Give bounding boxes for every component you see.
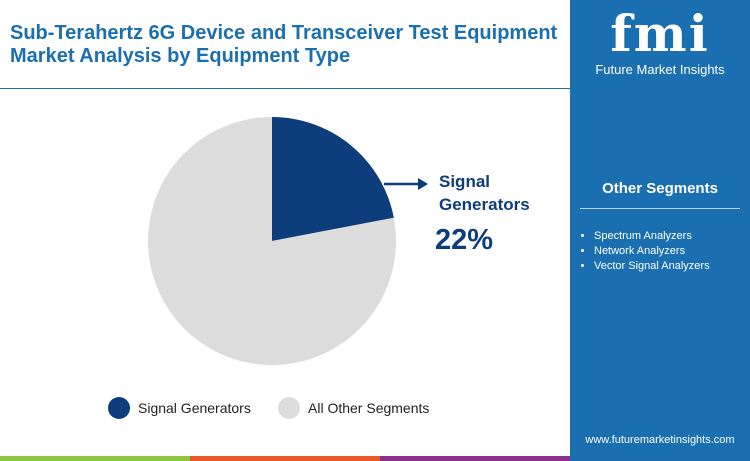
legend-item-signal-generators: Signal Generators (108, 397, 251, 419)
website-link[interactable]: www.futuremarketinsights.com (585, 434, 735, 446)
pie-slice-all-other-segments (148, 117, 396, 366)
sidebar: fmi Future Market Insights Other Segment… (570, 0, 750, 456)
list-item: Network Analyzers (594, 244, 710, 259)
list-item: Vector Signal Analyzers (594, 259, 710, 274)
footer-strip-blue (570, 456, 750, 461)
page-title: Sub-Terahertz 6G Device and Transceiver … (10, 22, 558, 67)
legend-label: Signal Generators (138, 400, 251, 416)
legend-label: All Other Segments (308, 400, 430, 416)
legend-swatch (278, 397, 300, 419)
list-item: Spectrum Analyzers (594, 229, 710, 244)
other-segments-heading: Other Segments (602, 180, 718, 197)
legend-swatch (108, 397, 130, 419)
footer-strip-purple (380, 456, 570, 461)
legend-item-all-other-segments: All Other Segments (278, 397, 429, 419)
callout-label: Signal Generators (439, 172, 530, 214)
callout-arrow-icon (418, 178, 428, 190)
fmi-logo: fmi Future Market Insights (570, 8, 750, 78)
pie-chart (148, 117, 428, 366)
pie-slice-signal-generators (272, 117, 394, 241)
footer-strip-green (0, 456, 190, 461)
logo-subtitle: Future Market Insights (595, 62, 725, 77)
sidebar-divider (580, 208, 740, 209)
callout-value: 22% (435, 224, 494, 256)
other-segments-list: Spectrum Analyzers Network Analyzers Vec… (594, 229, 710, 274)
footer-strip-orange (190, 456, 380, 461)
title-divider (0, 88, 570, 89)
